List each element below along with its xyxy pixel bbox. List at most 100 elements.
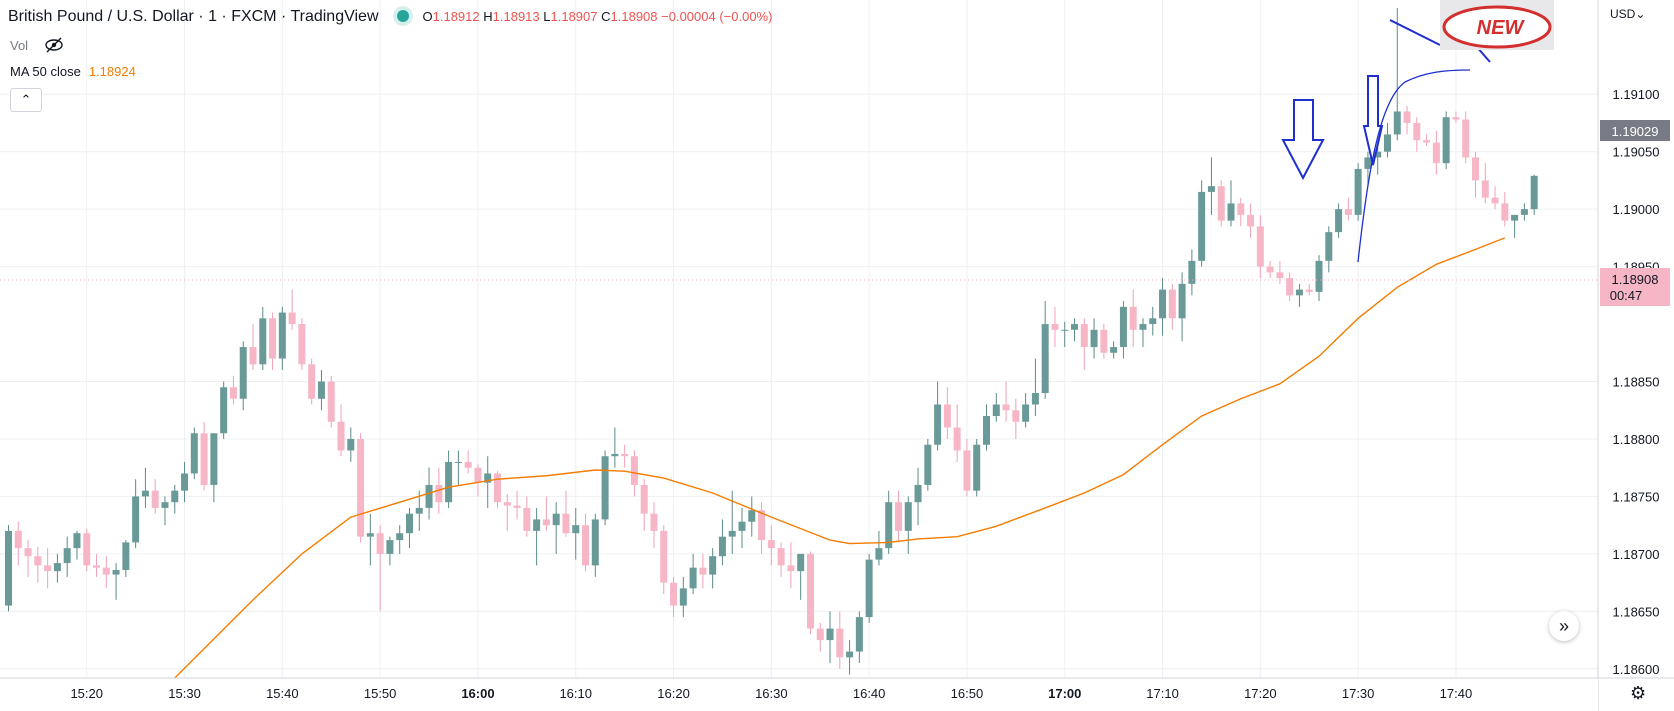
candle-body xyxy=(826,628,834,641)
price-tick-label: 1.19000 xyxy=(1613,202,1660,217)
eye-off-icon[interactable] xyxy=(44,37,64,56)
price-tick-label: 1.18800 xyxy=(1613,432,1660,447)
candle-body xyxy=(83,533,91,566)
candle-body xyxy=(1423,140,1431,143)
candle-body xyxy=(1012,410,1020,422)
candle-body xyxy=(767,540,775,549)
candle-body xyxy=(1462,119,1470,158)
candle-body xyxy=(562,513,570,534)
candle-body xyxy=(611,453,619,457)
candle-body xyxy=(435,484,443,503)
scroll-to-realtime-button[interactable]: » xyxy=(1549,611,1579,641)
symbol-title[interactable]: British Pound / U.S. Dollar · 1 · FXCM ·… xyxy=(8,8,379,25)
candle-body xyxy=(513,505,521,508)
candle-body xyxy=(366,533,374,537)
price-axis-labels: 1.191001.190501.190001.189501.188501.188… xyxy=(1613,87,1660,677)
candle-body xyxy=(161,502,169,508)
candle-body xyxy=(494,473,501,503)
candle-body xyxy=(181,473,189,491)
candle-body xyxy=(1472,157,1479,181)
low-value: 1.18907 xyxy=(550,9,598,24)
candle-body xyxy=(327,381,335,422)
candle-body xyxy=(1080,324,1088,348)
time-tick-label: 15:40 xyxy=(266,686,299,701)
candle-body xyxy=(758,510,766,541)
high-label: H xyxy=(483,9,493,24)
candle-body xyxy=(552,513,560,526)
arrow-annotation-2 xyxy=(1362,75,1384,166)
candle-body xyxy=(190,433,198,474)
time-tick-label: 17:00 xyxy=(1048,686,1081,701)
candle-body xyxy=(679,588,687,606)
candle-body xyxy=(1452,117,1460,120)
candle-body xyxy=(650,513,658,531)
price-tick-label: 1.19100 xyxy=(1613,87,1660,102)
ma-50-line xyxy=(154,237,1506,699)
price-tick-label: 1.18600 xyxy=(1613,662,1660,677)
candle-body xyxy=(894,502,902,531)
candle-body xyxy=(816,628,824,641)
candle-body xyxy=(14,530,22,549)
candle-body xyxy=(1159,289,1167,319)
candle-body xyxy=(24,548,32,557)
candle-body xyxy=(200,433,208,485)
candle-body xyxy=(914,484,922,503)
candle-body xyxy=(963,450,971,491)
gear-icon[interactable]: ⚙ xyxy=(1630,683,1647,703)
candle-body xyxy=(308,364,316,399)
candle-body xyxy=(992,404,1000,416)
candle-body xyxy=(924,444,932,485)
chart-legend: British Pound / U.S. Dollar · 1 · FXCM ·… xyxy=(8,8,772,26)
time-tick-label: 15:50 xyxy=(364,686,397,701)
candle-body xyxy=(405,513,413,534)
high-value: 1.18913 xyxy=(492,9,540,24)
candle-body xyxy=(229,387,237,399)
candle-body xyxy=(44,565,52,572)
time-tick-label: 16:20 xyxy=(657,686,690,701)
candle-body xyxy=(122,542,130,570)
new-stamp: NEW xyxy=(1440,0,1554,50)
candle-body xyxy=(1491,197,1499,204)
price-tick-label: 1.18700 xyxy=(1613,547,1660,562)
candle-body xyxy=(523,507,531,531)
candle-body xyxy=(660,530,668,583)
candle-body xyxy=(1364,157,1372,169)
time-tick-label: 16:30 xyxy=(755,686,788,701)
time-tick-label: 15:20 xyxy=(70,686,103,701)
candle-body xyxy=(1227,203,1235,221)
candle-body xyxy=(63,548,71,564)
candle-body xyxy=(943,404,951,428)
candle-body xyxy=(1266,266,1274,273)
currency-selector[interactable]: USD⌄ xyxy=(1610,7,1645,21)
change-value: −0.00004 (−0.00%) xyxy=(661,9,773,24)
candle-body xyxy=(317,381,325,399)
price-tick-label: 1.18750 xyxy=(1613,489,1660,504)
candle-body xyxy=(542,519,550,526)
ma-legend[interactable]: MA 50 close 1.18924 xyxy=(10,64,136,79)
candle-body xyxy=(5,530,12,606)
candle-body xyxy=(376,533,384,554)
candle-body xyxy=(445,461,453,503)
candle-body xyxy=(239,347,247,399)
candle-body xyxy=(1354,168,1362,215)
candle-body xyxy=(1071,324,1079,330)
candle-body xyxy=(787,565,795,572)
candle-body xyxy=(415,507,423,514)
candle-body xyxy=(904,502,912,531)
time-tick-label: 16:10 xyxy=(559,686,592,701)
candle-body xyxy=(738,521,746,531)
collapse-legend-button[interactable]: ⌃ xyxy=(10,88,42,112)
candle-body xyxy=(484,473,492,483)
candle-body xyxy=(1511,214,1519,221)
candle-body xyxy=(1247,214,1255,227)
candle-body xyxy=(630,456,638,485)
candle-body xyxy=(670,582,678,606)
time-tick-label: 17:30 xyxy=(1342,686,1375,701)
candle-body xyxy=(836,628,844,658)
candle-body xyxy=(1217,186,1225,221)
candle-body xyxy=(386,540,394,554)
price-tick-label: 1.19050 xyxy=(1613,145,1660,160)
candle-body xyxy=(1315,260,1323,292)
